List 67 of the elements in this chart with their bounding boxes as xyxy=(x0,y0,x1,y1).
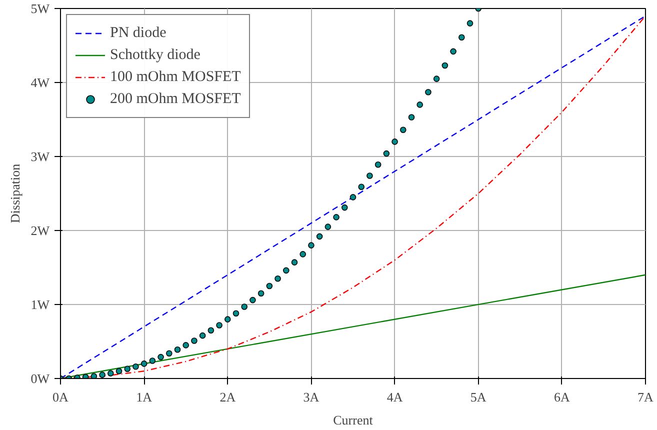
point xyxy=(282,267,290,274)
point xyxy=(258,290,264,297)
point xyxy=(182,342,190,348)
point xyxy=(358,184,365,190)
point xyxy=(90,373,98,378)
y-axis-title: Dissipation xyxy=(8,163,23,224)
point xyxy=(232,310,240,317)
point xyxy=(82,374,89,378)
point xyxy=(442,62,448,69)
point xyxy=(425,88,432,96)
y-tick-label: 2W xyxy=(30,223,50,238)
point xyxy=(274,275,281,282)
point xyxy=(350,194,356,200)
point xyxy=(140,360,148,367)
point xyxy=(250,296,256,304)
point xyxy=(124,366,131,372)
point xyxy=(416,102,424,108)
point xyxy=(199,332,206,339)
point xyxy=(216,322,222,328)
point xyxy=(166,350,172,356)
x-tick-label: 5A xyxy=(470,390,487,404)
point xyxy=(458,34,465,41)
point xyxy=(400,126,406,134)
point xyxy=(116,368,122,374)
point xyxy=(324,224,332,230)
point xyxy=(392,138,398,145)
legend-label: 200 mOhm MOSFET xyxy=(110,90,241,108)
point xyxy=(174,346,181,353)
point xyxy=(450,48,456,55)
legend-label: 100 mOhm MOSFET xyxy=(110,68,241,86)
point xyxy=(433,76,440,82)
point xyxy=(366,172,373,179)
x-tick-label: 1A xyxy=(136,390,153,404)
x-tick-label: 2A xyxy=(220,390,236,404)
x-tick-label: 7A xyxy=(638,390,654,404)
legend-label: PN diode xyxy=(110,24,166,42)
y-tick-label: 0W xyxy=(30,371,50,386)
x-axis-title: Current xyxy=(333,412,374,428)
x-tick-label: 0A xyxy=(52,390,70,404)
x-tick-label: 6A xyxy=(554,390,570,404)
point xyxy=(99,372,106,378)
x-tick-label: 3A xyxy=(303,390,320,404)
y-tick-label: 4W xyxy=(30,75,50,90)
point xyxy=(132,364,139,370)
y-tick-label: 5W xyxy=(30,1,50,16)
point xyxy=(374,161,382,168)
legend-label: Schottky diode xyxy=(110,46,200,64)
point xyxy=(149,358,156,364)
point xyxy=(241,304,248,310)
y-tick-label: 3W xyxy=(30,149,50,164)
point xyxy=(383,150,390,157)
point xyxy=(466,20,474,26)
point xyxy=(300,251,306,258)
point xyxy=(224,316,231,322)
point xyxy=(266,282,273,290)
point xyxy=(333,214,340,220)
point xyxy=(316,233,323,240)
point xyxy=(107,370,114,376)
y-tick-label: 1W xyxy=(30,297,50,312)
point xyxy=(191,338,198,344)
point xyxy=(408,114,415,120)
point xyxy=(291,259,298,266)
point xyxy=(208,327,214,334)
point xyxy=(308,242,314,248)
point xyxy=(341,204,348,211)
x-tick-label: 4A xyxy=(386,390,404,404)
point xyxy=(158,354,164,360)
